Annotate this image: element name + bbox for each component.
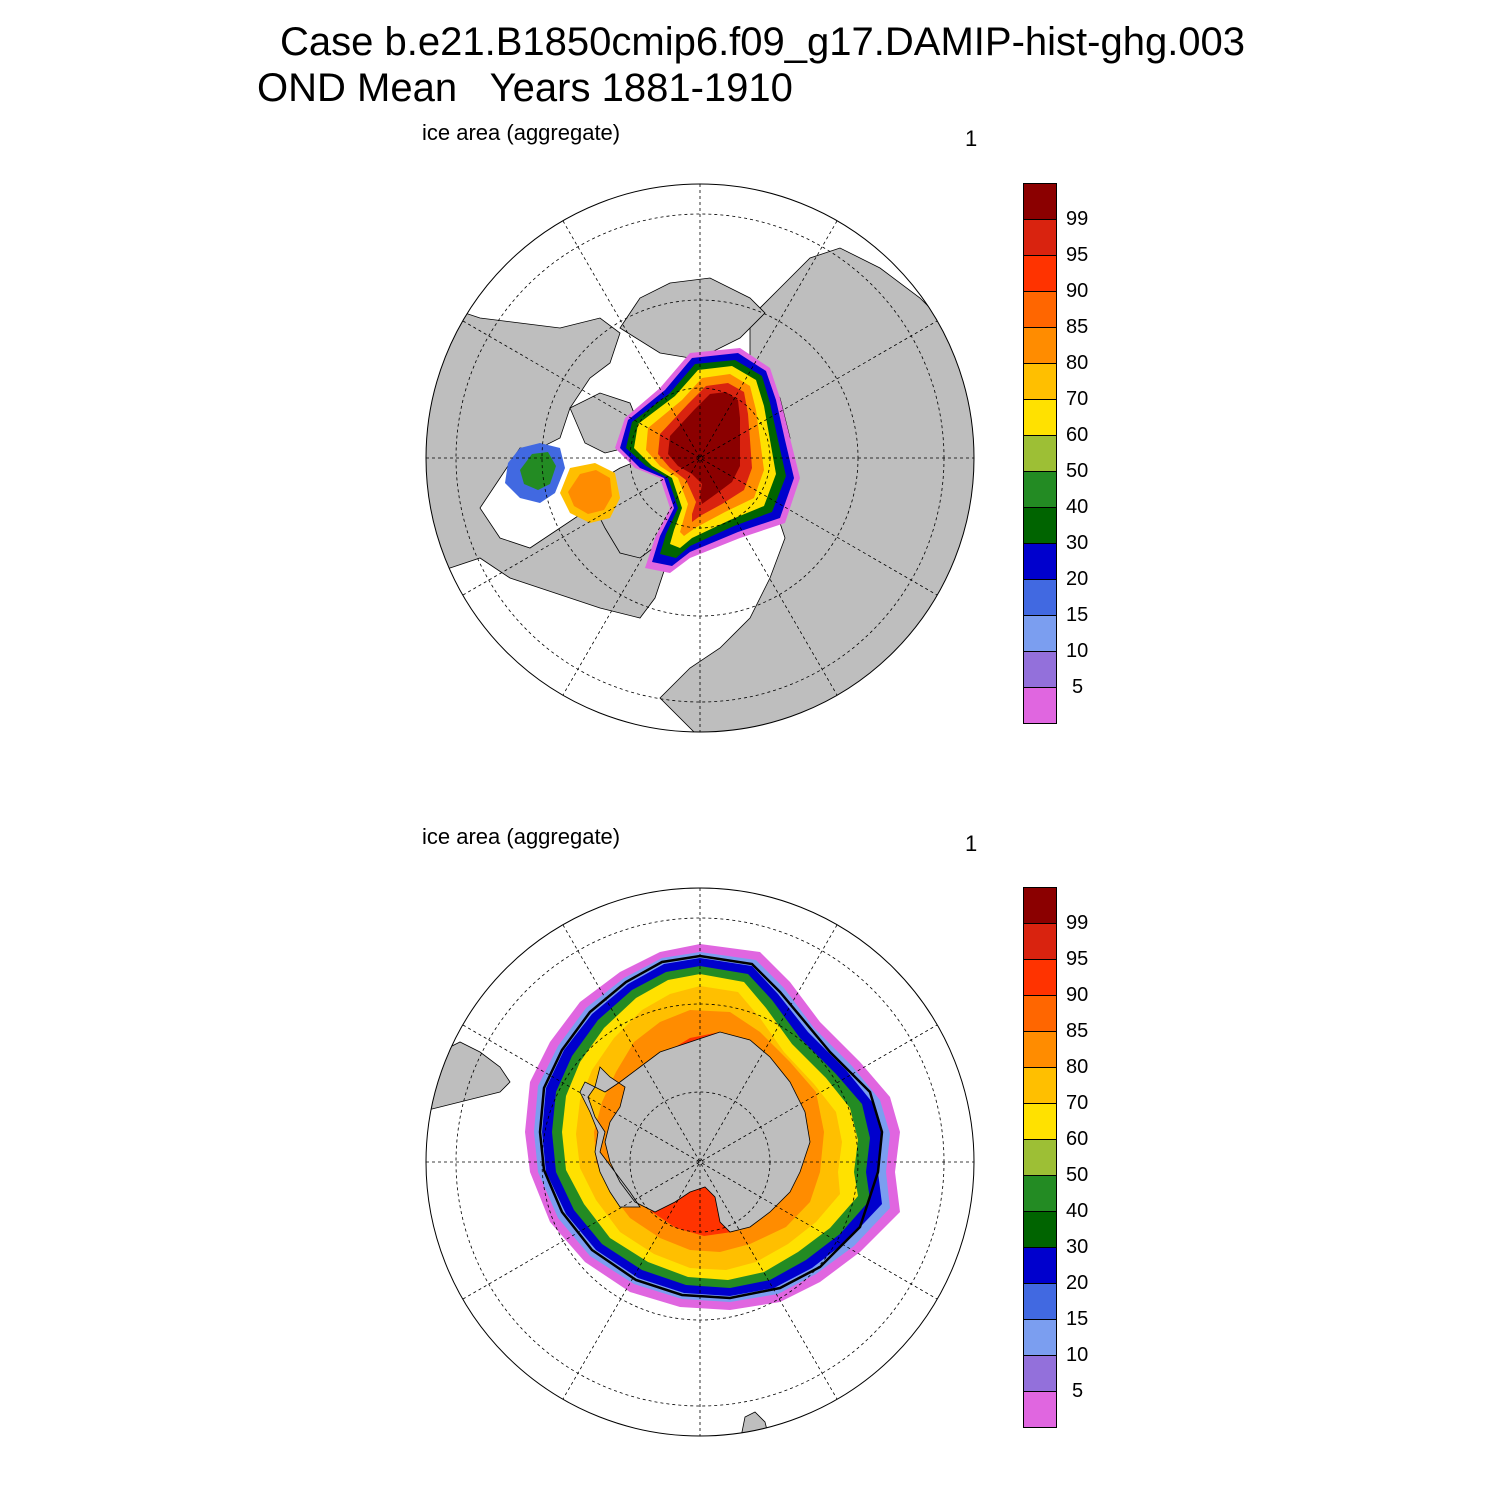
north-colorbar-swatch-11 — [1023, 580, 1057, 616]
north-ice-layer — [505, 348, 800, 573]
north-map-border — [425, 183, 975, 733]
north-colorbar-swatch-4 — [1023, 328, 1057, 364]
north-colorbar-label-8: 40 — [1066, 496, 1089, 518]
north-panel-index-label: 1 — [965, 126, 978, 151]
north-ice-baffin-core — [520, 452, 556, 490]
south-panel-index-label: 1 — [965, 831, 978, 856]
north-land-north-america — [426, 297, 666, 619]
north-colorbar-label-2: 90 — [1066, 280, 1089, 302]
north-colorbar-label-1: 95 — [1066, 244, 1089, 266]
north-colorbar-swatch-9 — [1023, 508, 1057, 544]
south-polar-map — [425, 887, 975, 1437]
south-colorbar-label-9: 30 — [1066, 1236, 1089, 1258]
south-colorbar-label-0: 99 — [1066, 912, 1089, 934]
north-ice-hudson-edge — [568, 470, 612, 514]
south-colorbar-label-5: 70 — [1066, 1092, 1089, 1114]
south-colorbar-label-6: 60 — [1066, 1128, 1089, 1150]
south-colorbar-label-10: 20 — [1066, 1272, 1089, 1294]
north-colorbar-label-3: 85 — [1066, 316, 1089, 338]
south-colorbar-label-4: 80 — [1066, 1056, 1089, 1078]
south-colorbar: 99 95 90 85 80 70 60 50 40 30 20 15 10 5 — [1023, 887, 1088, 1428]
north-colorbar-swatch-14 — [1023, 688, 1057, 724]
north-colorbar-swatch-1 — [1023, 220, 1057, 256]
south-colorbar-label-2: 90 — [1066, 984, 1089, 1006]
north-colorbar-label-12: 10 — [1066, 640, 1089, 662]
north-colorbar-label-13: 5 — [1072, 676, 1084, 698]
north-colorbar-label-11: 15 — [1066, 604, 1089, 626]
north-colorbar-label-7: 50 — [1066, 460, 1089, 482]
figure-title-line-1: Case b.e21.B1850cmip6.f09_g17.DAMIP-hist… — [280, 20, 1246, 64]
south-colorbar-swatch-12 — [1023, 1320, 1057, 1356]
south-colorbar-swatch-5 — [1023, 1068, 1057, 1104]
figure-title-line-2: OND Mean Years 1881-1910 — [257, 66, 793, 110]
north-colorbar-label-0: 99 — [1066, 208, 1089, 230]
north-colorbar-swatch-10 — [1023, 544, 1057, 580]
south-land-layer — [426, 1031, 811, 1436]
south-graticule — [426, 888, 974, 1436]
south-ice-edge-contour — [538, 954, 884, 1300]
north-colorbar: 99 95 90 85 80 70 60 50 40 30 20 15 10 5 — [1023, 183, 1088, 724]
north-graticule — [426, 184, 974, 732]
south-map-border — [425, 887, 975, 1437]
north-panel-variable-label: ice area (aggregate) — [422, 120, 621, 145]
south-colorbar-swatch-14 — [1023, 1392, 1057, 1428]
north-colorbar-label-5: 70 — [1066, 388, 1089, 410]
south-colorbar-label-7: 50 — [1066, 1164, 1089, 1186]
south-colorbar-swatch-11 — [1023, 1284, 1057, 1320]
south-colorbar-label-13: 5 — [1072, 1380, 1084, 1402]
north-polar-map — [425, 183, 975, 733]
south-colorbar-label-1: 95 — [1066, 948, 1089, 970]
south-colorbar-label-11: 15 — [1066, 1308, 1089, 1330]
north-colorbar-label-10: 20 — [1066, 568, 1089, 590]
south-land-antarctica — [579, 1031, 811, 1233]
south-colorbar-label-3: 85 — [1066, 1020, 1089, 1042]
south-colorbar-swatch-4 — [1023, 1032, 1057, 1068]
north-colorbar-swatch-0 — [1023, 183, 1057, 220]
north-colorbar-swatch-5 — [1023, 364, 1057, 400]
south-colorbar-label-12: 10 — [1066, 1344, 1089, 1366]
north-colorbar-label-9: 30 — [1066, 532, 1089, 554]
south-panel-variable-label: ice area (aggregate) — [422, 824, 621, 849]
south-colorbar-swatch-3 — [1023, 996, 1057, 1032]
north-colorbar-swatch-6 — [1023, 400, 1057, 436]
south-colorbar-swatch-10 — [1023, 1248, 1057, 1284]
north-colorbar-swatch-13 — [1023, 652, 1057, 688]
south-colorbar-swatch-13 — [1023, 1356, 1057, 1392]
north-colorbar-label-4: 80 — [1066, 352, 1089, 374]
north-colorbar-swatch-12 — [1023, 616, 1057, 652]
south-colorbar-label-8: 40 — [1066, 1200, 1089, 1222]
south-colorbar-swatch-9 — [1023, 1212, 1057, 1248]
north-colorbar-swatch-3 — [1023, 292, 1057, 328]
north-colorbar-swatch-7 — [1023, 436, 1057, 472]
south-colorbar-swatch-0 — [1023, 887, 1057, 924]
north-colorbar-swatch-2 — [1023, 256, 1057, 292]
south-colorbar-swatch-2 — [1023, 960, 1057, 996]
north-colorbar-label-6: 60 — [1066, 424, 1089, 446]
south-colorbar-swatch-8 — [1023, 1176, 1057, 1212]
south-colorbar-swatch-7 — [1023, 1140, 1057, 1176]
south-colorbar-swatch-6 — [1023, 1104, 1057, 1140]
north-colorbar-swatch-8 — [1023, 472, 1057, 508]
south-colorbar-swatch-1 — [1023, 924, 1057, 960]
north-land-siberia — [619, 277, 766, 359]
